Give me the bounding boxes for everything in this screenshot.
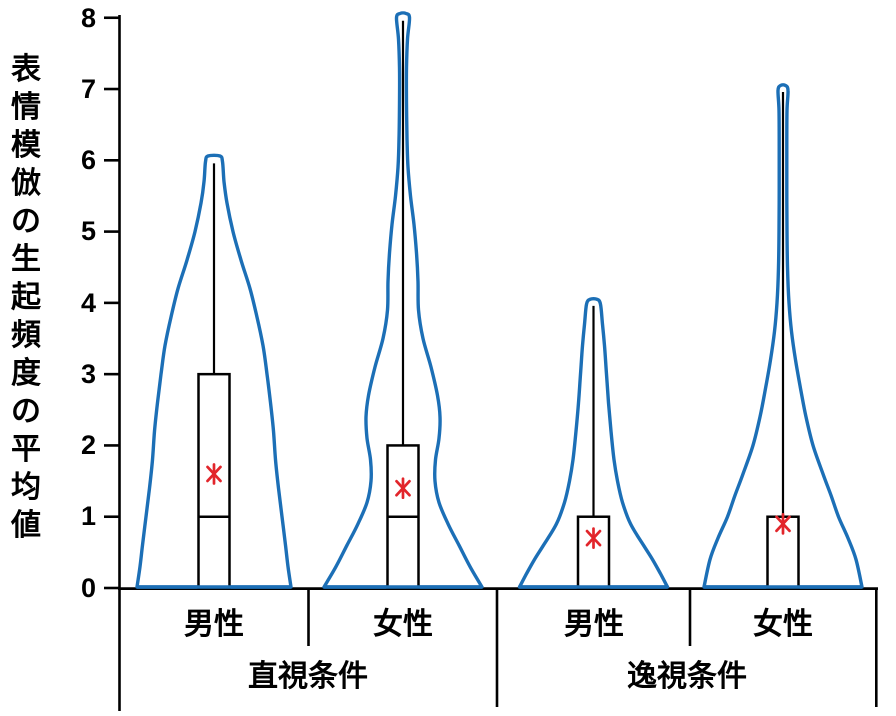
y-tick-label-1: 1	[80, 501, 96, 531]
y-tick-label-5: 5	[80, 216, 96, 246]
x-group-label-direct-gaze: 直視条件	[248, 660, 368, 693]
x-label-male-averted: 男性	[564, 608, 624, 641]
mean-marker	[395, 477, 411, 500]
x-label-female-averted: 女性	[753, 608, 813, 641]
x-label-female-direct: 女性	[373, 608, 433, 641]
y-tick-label-8: 8	[80, 3, 96, 33]
mean-marker	[206, 463, 222, 485]
violin-outline	[322, 11, 484, 589]
y-tick-label-6: 6	[80, 145, 96, 175]
y-tick-label-3: 3	[80, 359, 96, 389]
mean-marker	[585, 527, 602, 549]
y-axis-title: 表情模倣の生起頻度の平均値	[11, 53, 41, 542]
violin-outline	[517, 297, 670, 589]
y-tick-label-2: 2	[80, 430, 96, 460]
x-group-label-averted-gaze: 逸視条件	[627, 660, 747, 693]
y-tick-label-7: 7	[80, 74, 96, 104]
y-tick-label-4: 4	[80, 288, 96, 318]
x-label-male-direct: 男性	[184, 608, 244, 641]
y-tick-label-0: 0	[80, 573, 96, 603]
violin-outline	[135, 153, 293, 589]
mean-marker	[775, 512, 791, 535]
violin-outline	[702, 83, 864, 589]
